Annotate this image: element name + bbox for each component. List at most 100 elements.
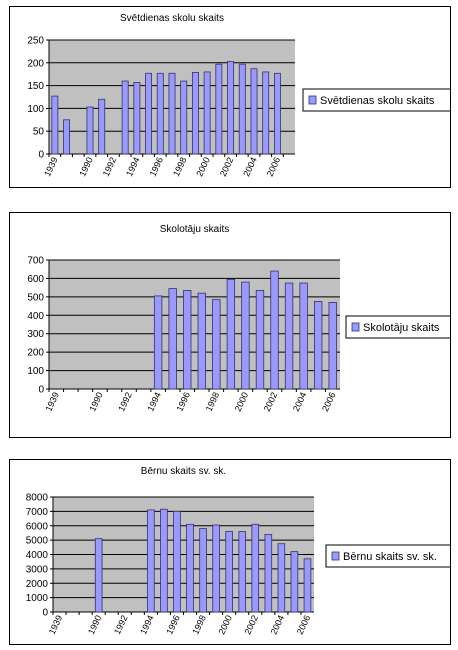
- x-tick-label: 2006: [320, 391, 338, 413]
- legend-label: Svētdienas skolu skaits: [320, 95, 435, 107]
- y-tick-label: 100: [27, 104, 44, 115]
- bar-2002: [227, 61, 235, 155]
- bar-2000: [241, 281, 250, 390]
- y-tick-label: 50: [33, 127, 45, 138]
- x-tick-label: 1990: [86, 614, 104, 636]
- chart-panel-teachers: Skolotāju skaits 0 100 200 300 400 500 600 700 19…: [9, 212, 451, 438]
- y-tick-label: 5000: [26, 536, 49, 547]
- bar-1996: [173, 510, 181, 613]
- x-tick-label: 2006: [265, 156, 283, 178]
- y-tick-label: 600: [27, 274, 44, 285]
- x-tick-label: 2004: [291, 391, 309, 413]
- x-tick-label: 2000: [194, 156, 212, 178]
- y-tick-label: 0: [38, 150, 44, 161]
- legend-box: [302, 88, 450, 112]
- bar-1994: [153, 295, 163, 390]
- x-tick-label: 1992: [116, 391, 134, 413]
- x-tick-label: 2002: [243, 614, 261, 636]
- y-tick-label: 0: [38, 385, 44, 396]
- x-tick-label: 1990: [77, 156, 95, 178]
- y-tick-label: 300: [27, 329, 44, 340]
- bar-2005: [313, 301, 323, 390]
- bar-2002: [270, 270, 279, 390]
- bar-2001: [238, 531, 247, 613]
- y-tick-label: 3000: [26, 564, 49, 575]
- chart-title: Skolotāju skaits: [160, 224, 229, 235]
- y-tick-label: 4000: [26, 550, 49, 561]
- legend-box: [325, 544, 450, 568]
- x-tick-label: 2002: [262, 391, 280, 413]
- x-tick-label: 2004: [269, 614, 287, 636]
- bar-2005: [290, 551, 299, 613]
- bar-2004: [299, 282, 308, 390]
- bar-1995: [145, 72, 153, 155]
- bar-2006: [328, 301, 337, 390]
- x-tick-label: 1994: [138, 614, 156, 636]
- legend-label: Bērnu skaits sv. sk.: [343, 551, 437, 563]
- bar-1994: [133, 82, 141, 155]
- y-tick-label: 8000: [26, 493, 49, 504]
- legend-swatch: [308, 95, 317, 105]
- chart-svg-1: Skolotāju skaits 0 100 200 300 400 500 600 700 19…: [27, 224, 450, 413]
- x-tick-label: 1939: [42, 156, 60, 178]
- x-tick-label: 2000: [233, 391, 251, 413]
- y-tick-label: 100: [27, 366, 44, 377]
- bar-2000: [203, 71, 211, 155]
- chart-svg-0: Svētdienas skolu skaits 0 50 100 150 200 250 19…: [27, 13, 450, 178]
- x-tick-label: 1994: [124, 156, 142, 178]
- bar-1995: [160, 508, 168, 613]
- y-tick-label: 2000: [26, 579, 49, 590]
- bar-2003: [238, 63, 246, 155]
- bar-2005: [262, 71, 270, 155]
- y-tick-label: 7000: [26, 507, 49, 518]
- bar-1998: [180, 80, 188, 155]
- x-tick-label: 2004: [241, 156, 259, 178]
- x-tick-label: 1996: [164, 614, 182, 636]
- y-tick-label: 1000: [26, 593, 49, 604]
- bar-2001: [255, 290, 265, 390]
- x-tick-label: 1992: [101, 156, 119, 178]
- bar-1997: [168, 72, 176, 155]
- bar-1999: [226, 278, 236, 390]
- bar-2001: [215, 63, 223, 155]
- bar-2004: [250, 68, 258, 155]
- bar-1939: [51, 95, 59, 155]
- chart-title: Svētdienas skolu skaits: [120, 13, 224, 24]
- x-tick-label: 2002: [218, 156, 236, 178]
- chart-svg-2: Bērnu skaits sv. sk. 0 1000 2000 3000 4000 500…: [26, 466, 450, 636]
- y-tick-label: 150: [27, 81, 44, 92]
- bar-1999: [212, 524, 220, 613]
- bar-2003: [284, 282, 294, 390]
- x-tick-label: 1998: [171, 156, 189, 178]
- x-tick-label: 2006: [295, 614, 313, 636]
- legend-swatch: [331, 551, 340, 561]
- bar-1997: [186, 523, 194, 613]
- legend-box: [345, 315, 450, 339]
- y-tick-label: 200: [27, 348, 44, 359]
- y-tick-label: 250: [27, 36, 44, 47]
- y-tick-label: 700: [27, 256, 44, 267]
- bar-1998: [212, 299, 221, 390]
- chart-panel-sunday-schools: Svētdienas skolu skaits 0 50 100 150 200 250 19…: [9, 6, 451, 188]
- bar-1995: [168, 288, 177, 390]
- legend-label: Skolotāju skaits: [363, 322, 440, 334]
- x-tick-label: 1998: [204, 391, 222, 413]
- x-tick-label: 1939: [44, 391, 62, 413]
- bar-1990: [94, 538, 103, 613]
- bar-2004: [277, 543, 286, 613]
- bar-1998: [199, 528, 207, 613]
- bar-1996: [156, 72, 164, 155]
- y-tick-label: 0: [42, 608, 48, 619]
- y-tick-label: 400: [27, 311, 44, 322]
- bar-2000: [225, 531, 233, 613]
- bar-1991: [98, 98, 106, 155]
- x-tick-label: 1996: [148, 156, 166, 178]
- bar-1993: [121, 80, 129, 155]
- bar-2003: [264, 533, 273, 613]
- chart-panel-children: Bērnu skaits sv. sk. 0 1000 2000 3000 4000 500…: [9, 459, 451, 645]
- bar-1994: [147, 509, 155, 613]
- y-tick-label: 200: [27, 58, 44, 69]
- x-tick-label: 1992: [112, 614, 130, 636]
- bar-1990: [86, 106, 94, 155]
- bar-2006: [273, 72, 281, 155]
